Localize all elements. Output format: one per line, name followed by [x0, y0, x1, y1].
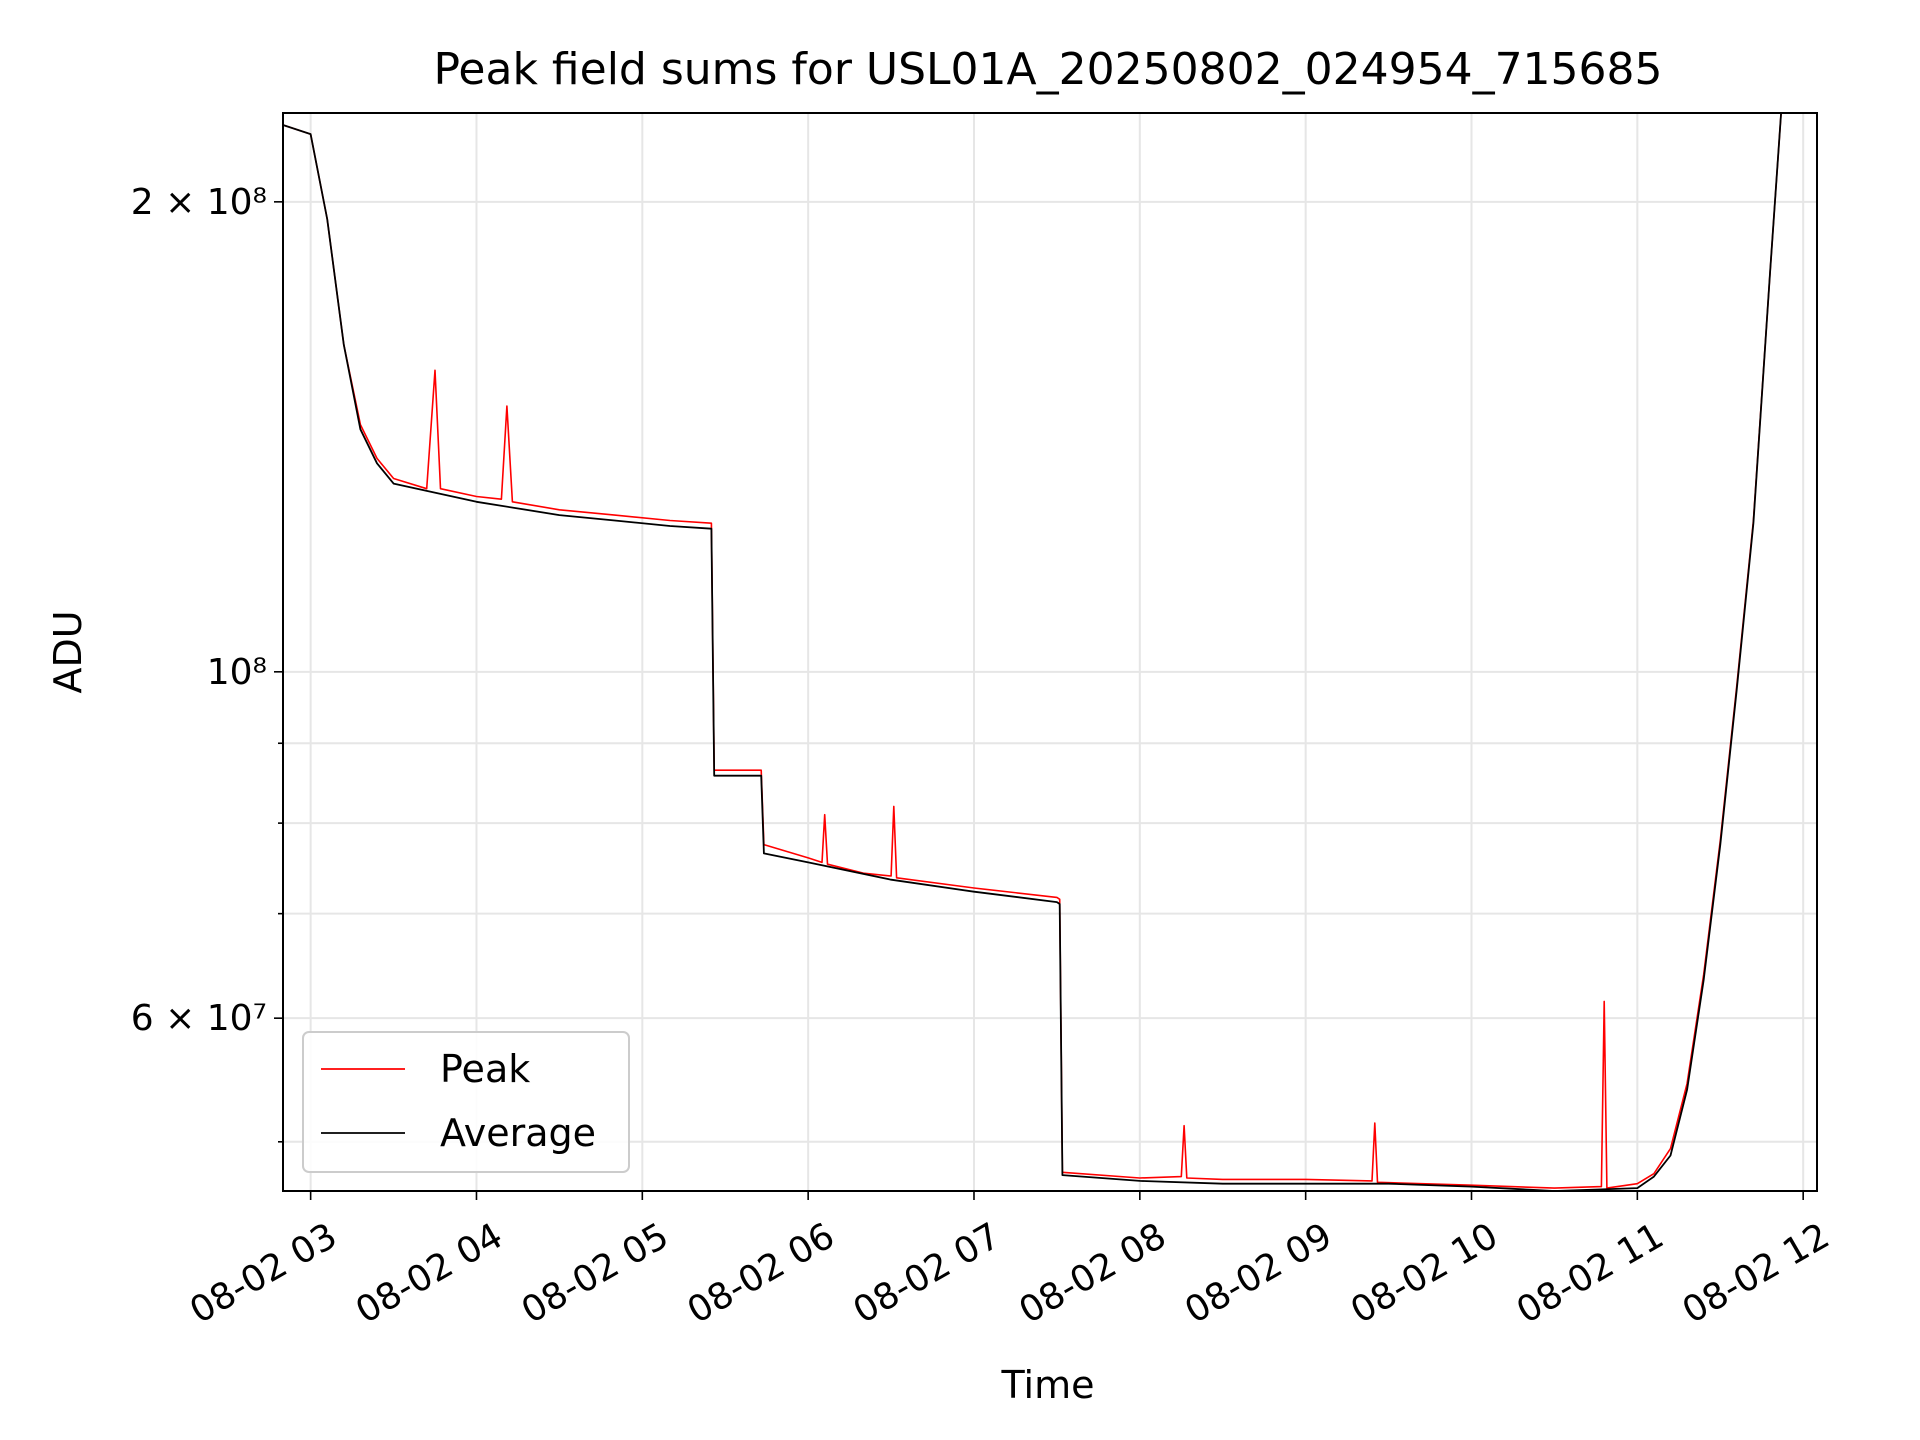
legend-label: Peak	[440, 1047, 530, 1091]
series-group	[283, 113, 1782, 1191]
x-axis-label: Time	[1001, 1363, 1095, 1407]
grid	[283, 113, 1817, 1191]
legend: Peak Average	[302, 1031, 630, 1173]
chart-title: Peak field sums for USL01A_20250802_0249…	[433, 44, 1662, 95]
series-line-peak	[283, 113, 1782, 1189]
y-tick-label: 2 × 10⁸	[131, 182, 267, 223]
plot-frame	[282, 112, 1818, 1192]
y-tick-label: 6 × 10⁷	[131, 998, 267, 1039]
y-axis: 2 × 10⁸ 10⁸ 6 × 10⁷	[131, 182, 283, 1143]
y-axis-label: ADU	[46, 610, 90, 693]
legend-box	[302, 1031, 630, 1173]
legend-label: Average	[440, 1111, 596, 1155]
series-line-average	[283, 113, 1782, 1191]
y-tick-label: 10⁸	[207, 652, 267, 693]
